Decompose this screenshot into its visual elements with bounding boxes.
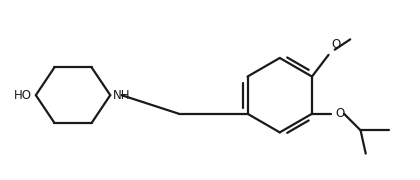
Text: HO: HO (14, 89, 32, 102)
Text: O: O (336, 107, 345, 120)
Text: NH: NH (113, 89, 131, 102)
Text: O: O (331, 38, 340, 51)
